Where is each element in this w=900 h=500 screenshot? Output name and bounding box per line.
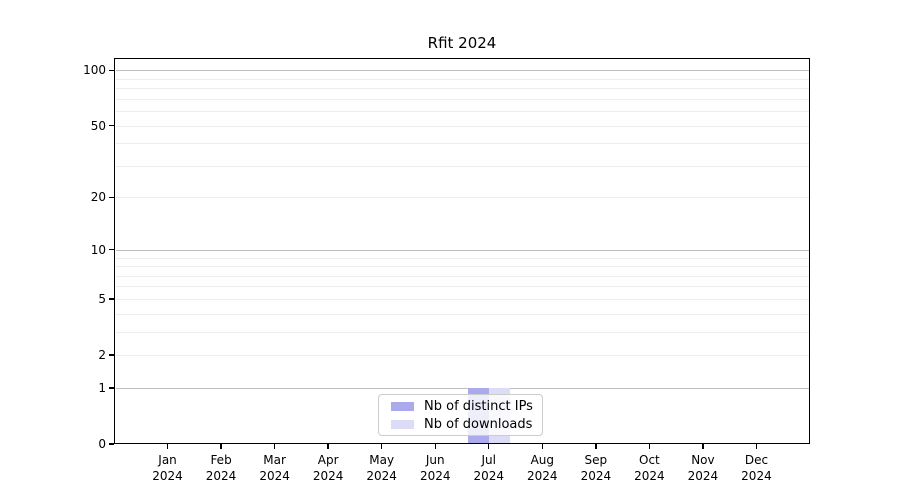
legend-swatch-distinct-ips-icon [391, 401, 414, 411]
minor-gridline [116, 266, 809, 268]
x-tick-label: Sep 2024 [569, 452, 623, 484]
x-tick-mark [595, 444, 597, 449]
x-tick-mark [755, 444, 758, 449]
x-tick-mark [702, 444, 704, 449]
x-tick-year: 2024 [580, 469, 612, 483]
y-tick-label: 10 [90, 242, 106, 257]
chart-title: Rfit 2024 [427, 34, 497, 52]
y-tick-mark [109, 443, 114, 445]
x-tick-year: 2024 [312, 469, 344, 483]
legend-item-distinct-ips: Nb of distinct IPs [379, 399, 542, 414]
y-tick-mark [109, 354, 114, 356]
minor-gridline [116, 355, 809, 357]
chart-legend: Nb of distinct IPs Nb of downloads [378, 394, 543, 436]
x-tick-month: Sep [584, 453, 608, 467]
x-tick-month: Jun [425, 453, 445, 467]
x-tick-label: Aug 2024 [515, 452, 569, 484]
x-tick-month: Oct [639, 453, 660, 467]
x-tick-month: Aug [530, 453, 555, 467]
y-tick-label: 1 [98, 380, 106, 395]
y-tick-mark [109, 69, 114, 71]
x-tick-month: Feb [210, 453, 232, 467]
x-tick-month: Mar [263, 453, 286, 467]
x-tick-mark [434, 444, 436, 449]
x-tick-month: Dec [744, 453, 769, 467]
x-tick-month: Apr [317, 453, 339, 467]
y-tick-mark [109, 387, 114, 389]
major-gridline [116, 70, 809, 72]
x-tick-mark [220, 444, 222, 449]
major-gridline [116, 387, 809, 389]
minor-gridline [116, 98, 809, 100]
x-tick-mark [648, 444, 651, 449]
x-tick-year: 2024 [527, 469, 558, 483]
legend-item-downloads: Nb of downloads [379, 417, 542, 432]
y-tick-label: 2 [98, 348, 106, 363]
y-tick-mark [109, 196, 114, 199]
legend-swatch-downloads-icon [391, 419, 414, 429]
x-tick-label: Jul 2024 [462, 452, 516, 484]
y-tick-mark [109, 249, 114, 251]
x-tick-month: Nov [691, 453, 715, 467]
x-tick-label: Oct 2024 [622, 452, 676, 484]
y-tick-label: 0 [98, 437, 106, 451]
legend-label-distinct-ips: Nb of distinct IPs [424, 398, 533, 414]
y-tick-label: 20 [90, 190, 106, 205]
minor-gridline [116, 257, 809, 259]
x-tick-mark [488, 444, 490, 449]
x-tick-mark [541, 444, 543, 449]
x-tick-mark [166, 444, 169, 449]
y-tick-mark [109, 124, 114, 127]
minor-gridline [116, 143, 809, 145]
legend-label-downloads: Nb of downloads [424, 416, 533, 432]
x-tick-year: 2024 [741, 469, 772, 483]
x-tick-label: May 2024 [355, 452, 409, 484]
minor-gridline [116, 331, 809, 333]
x-tick-mark [380, 444, 383, 449]
y-tick-label: 50 [90, 118, 106, 133]
x-tick-month: May [369, 453, 395, 467]
x-tick-label: Jan 2024 [141, 452, 195, 484]
minor-gridline [116, 275, 809, 277]
minor-gridline [116, 88, 809, 90]
x-tick-year: 2024 [419, 469, 451, 483]
minor-gridline [116, 78, 809, 80]
y-tick-label: 5 [98, 291, 106, 306]
minor-gridline [116, 313, 809, 315]
major-gridline [116, 249, 809, 251]
x-tick-year: 2024 [152, 469, 183, 483]
y-tick-mark [109, 298, 114, 300]
x-tick-year: 2024 [259, 469, 290, 483]
minor-gridline [116, 286, 809, 288]
x-tick-label: Mar 2024 [248, 452, 302, 484]
x-tick-label: Dec 2024 [729, 452, 783, 484]
minor-gridline [116, 125, 809, 127]
x-tick-mark [327, 444, 329, 449]
x-tick-year: 2024 [634, 469, 665, 483]
x-tick-year: 2024 [205, 469, 237, 483]
minor-gridline [116, 165, 809, 167]
y-tick-label: 100 [83, 63, 106, 78]
x-tick-month: Jan [158, 453, 177, 467]
x-tick-label: Jun 2024 [408, 452, 462, 484]
x-tick-year: 2024 [366, 469, 397, 483]
minor-gridline [116, 111, 809, 113]
x-tick-label: Nov 2024 [676, 452, 730, 484]
x-tick-label: Apr 2024 [301, 452, 355, 484]
minor-gridline [116, 298, 809, 300]
plot-area [114, 58, 810, 444]
x-tick-label: Feb 2024 [194, 452, 248, 484]
x-tick-mark [273, 444, 276, 449]
x-tick-year: 2024 [687, 469, 719, 483]
x-tick-year: 2024 [473, 469, 505, 483]
minor-gridline [116, 197, 809, 199]
x-tick-month: Jul [481, 453, 496, 467]
